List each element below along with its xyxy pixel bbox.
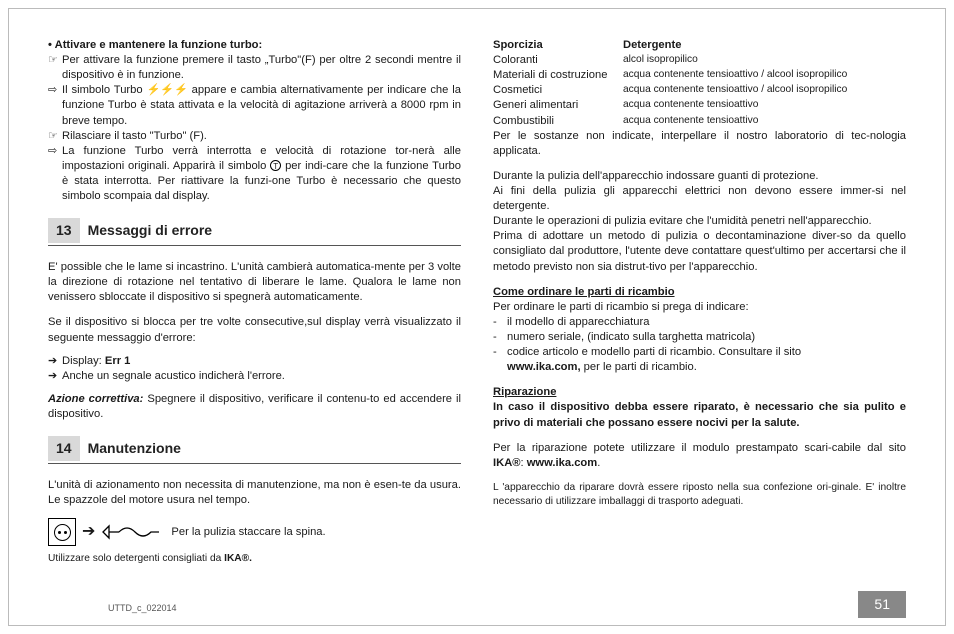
detergent-note: Utilizzare solo detergenti consigliati d…: [48, 552, 461, 566]
unplug-row: ➔ Per la pulizia staccare la spina.: [48, 518, 461, 546]
corrective-action: Azione correttiva: Spegnere il dispositi…: [48, 392, 461, 422]
section-14-header: 14 Manutenzione: [48, 436, 461, 464]
bullet-activate: ☞ Per attivare la funzione premere il ta…: [48, 53, 461, 83]
order-list-item: -il modello di apparecchiatura: [493, 315, 906, 330]
pr4: Durante le operazioni di pulizia evitare…: [493, 214, 906, 229]
order-list-item: -codice articolo e modello parti di rica…: [493, 345, 906, 360]
footer-code: UTTD_c_022014: [108, 602, 177, 614]
plug-cord-icon: [101, 518, 161, 546]
right-column: Sporcizia Detergente Colorantialcol isop…: [493, 38, 906, 566]
order-list-item: -numero seriale, (indicato sulla targhet…: [493, 330, 906, 345]
bullet-symbol-appears: ⇨ Il simbolo Turbo ⚡⚡⚡ appare e cambia a…: [48, 83, 461, 128]
p13b: Se il dispositivo si blocca per tre volt…: [48, 315, 461, 345]
p14a: L'unità di azionamento non necessita di …: [48, 478, 461, 508]
dirt-table-body: Colorantialcol isopropilicoMateriali di …: [493, 53, 906, 129]
turbo-heading: • Attivare e mantenere la funzione turbo…: [48, 38, 461, 53]
repair-warning: In caso il dispositivo debba essere ripa…: [493, 400, 906, 430]
section-title: Messaggi di errore: [88, 221, 213, 240]
section-number: 14: [48, 436, 80, 461]
section-title: Manutenzione: [88, 439, 181, 458]
order-intro: Per ordinare le parti di ricambio si pre…: [493, 300, 906, 315]
t-circle-icon: T: [270, 160, 281, 171]
arrow-icon: ➔: [82, 521, 95, 543]
section-13-header: 13 Messaggi di errore: [48, 218, 461, 246]
order-heading: Come ordinare le parti di ricambio: [493, 285, 906, 300]
acoustic-signal: ➔ Anche un segnale acustico indicherà l'…: [48, 369, 461, 384]
turbo-symbols-icon: ⚡⚡⚡: [147, 84, 188, 96]
pr3: Ai fini della pulizia gli apparecchi ele…: [493, 184, 906, 214]
section-number: 13: [48, 218, 80, 243]
repair-heading: Riparazione: [493, 385, 906, 400]
p13a: E' possible che le lame si incastrino. L…: [48, 260, 461, 305]
order-list: -il modello di apparecchiatura-numero se…: [493, 315, 906, 360]
repair-form: Per la riparazione potete utilizzare il …: [493, 441, 906, 471]
repair-packaging: L 'apparecchio da riparare dovrà essere …: [493, 481, 906, 509]
display-err1: ➔ Display: Err 1: [48, 354, 461, 369]
left-column: • Attivare e mantenere la funzione turbo…: [48, 38, 461, 566]
dirt-table-row: Cosmeticiacqua contenente tensioattivo /…: [493, 83, 906, 98]
page-number: 51: [858, 591, 906, 618]
order-site-line: www.ika.com, per le parti di ricambio.: [493, 360, 906, 375]
socket-icon: [48, 518, 76, 546]
unplug-caption: Per la pulizia staccare la spina.: [171, 525, 325, 540]
pr2: Durante la pulizia dell'apparecchio indo…: [493, 169, 906, 184]
dirt-table-row: Generi alimentariacqua contenente tensio…: [493, 98, 906, 113]
dirt-table-row: Materiali di costruzioneacqua contenente…: [493, 68, 906, 83]
unplug-icons: ➔: [48, 518, 161, 546]
bullet-release: ☞ Rilasciare il tasto "Turbo" (F).: [48, 129, 461, 144]
pr5: Prima di adottare un metodo di pulizia o…: [493, 229, 906, 274]
dirt-table-row: Combustibiliacqua contenente tensioattiv…: [493, 114, 906, 129]
pr1: Per le sostanze non indicate, interpella…: [493, 129, 906, 159]
dirt-table-header: Sporcizia Detergente: [493, 38, 906, 53]
bullet-interrupted: ⇨ La funzione Turbo verrà interrotta e v…: [48, 144, 461, 204]
dirt-table-row: Colorantialcol isopropilico: [493, 53, 906, 68]
